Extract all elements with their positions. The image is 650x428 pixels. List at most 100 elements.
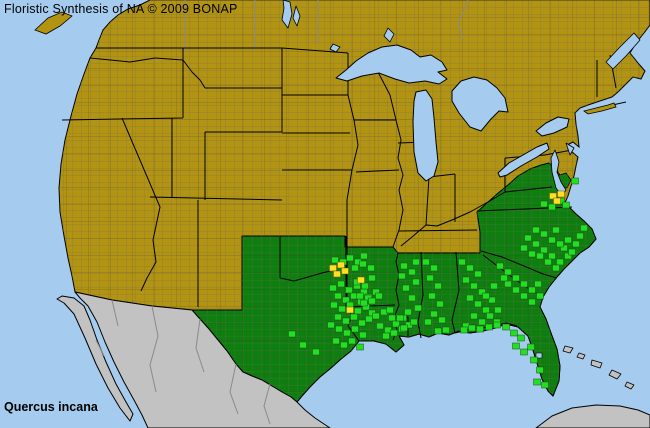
county-present-marker: [337, 280, 345, 288]
county-present-marker: [331, 256, 339, 264]
county-present-marker: [424, 318, 432, 326]
county-present-marker: [541, 381, 549, 389]
county-present-marker: [520, 244, 528, 252]
county-present-marker: [390, 329, 398, 337]
baja-california: [56, 295, 134, 422]
county-present-marker: [408, 268, 416, 276]
county-present-marker: [365, 315, 373, 323]
county-present-marker: [436, 300, 444, 308]
county-rare-marker: [341, 267, 349, 275]
county-present-marker: [335, 325, 343, 333]
county-present-marker: [468, 324, 476, 332]
county-present-marker: [556, 240, 564, 248]
county-present-marker: [490, 282, 498, 290]
county-present-marker: [485, 323, 493, 331]
county-present-marker: [288, 330, 296, 338]
county-present-marker: [460, 326, 468, 334]
county-present-marker: [470, 312, 478, 320]
vancouver-island: [34, 11, 73, 35]
county-rare-marker: [329, 264, 337, 272]
county-present-marker: [548, 203, 556, 211]
county-present-marker: [343, 329, 351, 337]
county-present-marker: [330, 301, 338, 309]
county-present-marker: [576, 232, 584, 240]
county-rare-marker: [553, 197, 561, 205]
county-present-marker: [442, 326, 450, 334]
county-present-marker: [520, 280, 528, 288]
lake-okeechobee: [535, 352, 543, 359]
lake-michigan: [412, 89, 439, 182]
species-name-label: Quercus incana: [4, 400, 98, 414]
county-present-marker: [532, 240, 540, 248]
county-present-marker: [386, 306, 394, 314]
county-present-marker: [534, 280, 542, 288]
county-present-marker: [438, 316, 446, 324]
county-present-marker: [540, 200, 548, 208]
lake-of-the-woods: [329, 43, 341, 53]
county-present-marker: [359, 331, 367, 339]
county-present-marker: [478, 318, 486, 326]
county-present-marker: [474, 300, 482, 308]
county-present-marker: [372, 312, 380, 320]
county-present-marker: [530, 356, 538, 364]
county-present-marker: [350, 313, 358, 321]
county-present-marker: [548, 236, 556, 244]
county-present-marker: [428, 292, 436, 300]
county-present-marker: [500, 274, 508, 282]
county-present-marker: [426, 274, 434, 282]
county-present-marker: [360, 252, 368, 260]
lake-huron: [451, 76, 509, 132]
county-present-marker: [396, 314, 404, 322]
county-present-marker: [510, 329, 518, 337]
mexico-mainland: [74, 291, 331, 428]
county-present-marker: [412, 278, 420, 286]
county-present-marker: [502, 323, 510, 331]
county-present-marker: [382, 332, 390, 340]
county-present-marker: [512, 342, 520, 350]
county-present-marker: [470, 282, 478, 290]
county-present-marker: [466, 294, 474, 302]
county-present-marker: [524, 234, 532, 242]
lake-nipigon: [383, 27, 395, 43]
county-present-marker: [552, 264, 560, 272]
county-present-marker: [334, 292, 342, 300]
county-present-marker: [400, 262, 408, 270]
county-present-marker: [556, 258, 564, 266]
county-present-marker: [478, 288, 486, 296]
county-rare-marker: [337, 261, 345, 269]
county-present-marker: [528, 286, 536, 294]
county-present-marker: [422, 258, 430, 266]
county-present-marker: [532, 226, 540, 234]
delaware-bay: [565, 142, 575, 156]
county-present-marker: [342, 317, 350, 325]
county-present-marker: [482, 306, 490, 314]
county-present-marker: [404, 308, 412, 316]
county-present-marker: [528, 298, 536, 306]
county-present-marker: [466, 264, 474, 272]
county-present-marker: [512, 274, 520, 282]
county-present-marker: [351, 264, 359, 272]
county-rare-marker: [333, 270, 341, 278]
bahamas-islands: [562, 345, 635, 390]
county-present-marker: [540, 230, 548, 238]
county-present-marker: [388, 314, 396, 322]
county-present-marker: [340, 341, 348, 349]
bay-of-fundy: [605, 32, 641, 70]
county-present-marker: [346, 254, 354, 262]
county-present-marker: [359, 260, 367, 268]
county-present-marker: [476, 325, 484, 333]
county-present-marker: [474, 270, 482, 278]
county-present-marker: [398, 272, 406, 280]
county-present-marker: [368, 297, 376, 305]
county-present-marker: [334, 313, 342, 321]
county-present-marker: [338, 305, 346, 313]
county-present-marker: [400, 324, 408, 332]
county-present-marker: [564, 252, 572, 260]
canada-division-lines: [184, 0, 469, 52]
county-present-marker: [356, 343, 364, 351]
county-present-marker: [493, 321, 501, 329]
county-present-marker: [562, 201, 570, 209]
county-present-marker: [528, 250, 536, 258]
